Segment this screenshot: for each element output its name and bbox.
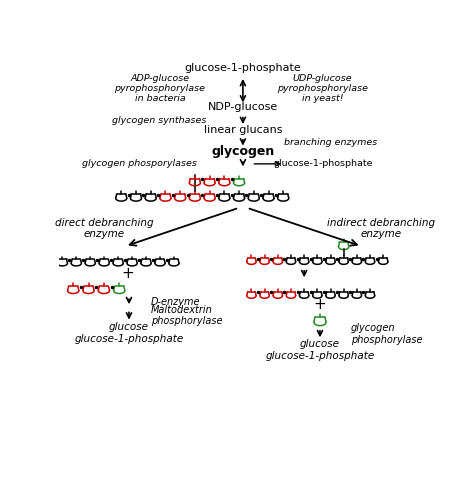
Text: +: + [121,266,134,281]
Text: +: + [314,297,326,312]
Text: glucose
glucose-1-phosphate: glucose glucose-1-phosphate [74,322,183,344]
Text: indirect debranching
enzyme: indirect debranching enzyme [327,218,435,240]
Text: glycogen
phosphorylase: glycogen phosphorylase [351,323,422,345]
Text: UDP-glucose
pyrophosphorylase
in yeast!: UDP-glucose pyrophosphorylase in yeast! [277,73,368,104]
Text: glucose-1-phosphate: glucose-1-phosphate [273,159,373,169]
Text: glucose
glucose-1-phosphate: glucose glucose-1-phosphate [265,339,374,361]
Text: ADP-glucose
pyrophosphorylase
in bacteria: ADP-glucose pyrophosphorylase in bacteri… [115,73,206,104]
Text: glycogen: glycogen [211,145,274,158]
Text: direct debranching
enzyme: direct debranching enzyme [55,218,154,240]
Text: glucose-1-phosphate: glucose-1-phosphate [184,64,301,73]
Text: Maltodextrin
phosphorylase: Maltodextrin phosphorylase [151,305,222,326]
Text: linear glucans: linear glucans [204,125,282,135]
Text: D-enzyme: D-enzyme [151,297,200,307]
Text: glycogen phosporylases: glycogen phosporylases [82,159,197,169]
Text: branching enzymes: branching enzymes [284,138,377,147]
Text: glycogen synthases: glycogen synthases [112,116,207,125]
Text: NDP-glucose: NDP-glucose [208,102,278,112]
